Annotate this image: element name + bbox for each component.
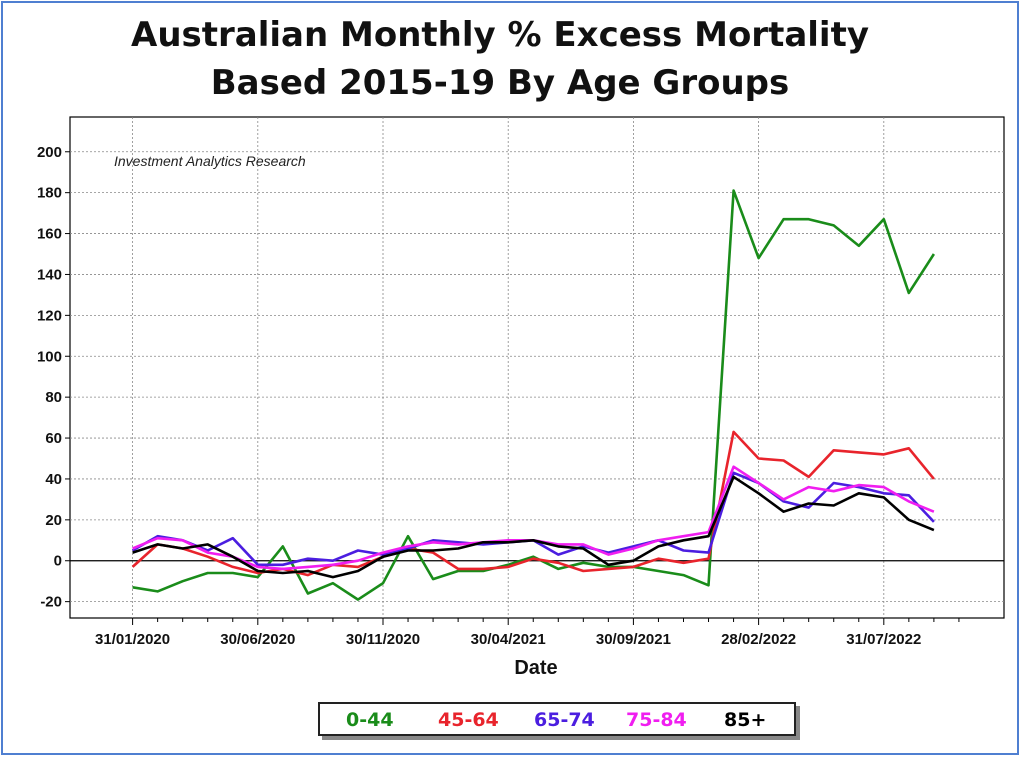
series-layer: [131, 189, 935, 601]
plot-area: [69, 116, 1005, 619]
series-line-85+: [132, 475, 935, 579]
chart-annotation: Investment Analytics Research: [114, 153, 306, 169]
y-tick-label: 40: [45, 471, 62, 488]
y-tick-label: 160: [37, 226, 62, 243]
legend-item-65-74: 65-74: [534, 709, 595, 731]
y-tick-label: 60: [45, 430, 62, 447]
y-tick-label: 180: [37, 185, 62, 202]
x-tick-label: 30/09/2021: [596, 631, 671, 648]
y-tick-label: 100: [37, 348, 62, 365]
x-tick-label: 31/01/2020: [95, 631, 170, 648]
y-tick-label: 80: [45, 389, 62, 406]
x-tick-label: 31/07/2022: [846, 631, 921, 648]
chart-title: Australian Monthly % Excess Mortality: [131, 15, 869, 55]
y-tick-label: 20: [45, 512, 62, 529]
y-tick-label: -20: [40, 594, 62, 611]
x-tick-label: 30/04/2021: [471, 631, 546, 648]
y-tick-label: 140: [37, 266, 62, 283]
legend-item-75-84: 75-84: [626, 709, 687, 731]
y-tick-label: 200: [37, 144, 62, 161]
x-axis-label: Date: [514, 657, 557, 679]
chart-subtitle: Based 2015-19 By Age Groups: [210, 63, 790, 103]
legend-item-45-64: 45-64: [438, 709, 499, 731]
legend: 0-44 45-64 65-74 75-84 85+: [318, 702, 796, 736]
grid-layer: [69, 116, 1005, 619]
x-tick-label: 30/11/2020: [346, 631, 420, 648]
y-tick-label: 120: [37, 307, 62, 324]
x-tick-label: 28/02/2022: [721, 631, 796, 648]
legend-item-85+: 85+: [724, 709, 767, 731]
x-tick-label: 30/06/2020: [220, 631, 295, 648]
axis-layer: -20 0 20 40 60 80 100 120 140 160 180 200 31/01/2020…: [37, 144, 1004, 648]
y-tick-label: 0: [54, 553, 62, 570]
legend-item-0-44: 0-44: [346, 709, 394, 731]
